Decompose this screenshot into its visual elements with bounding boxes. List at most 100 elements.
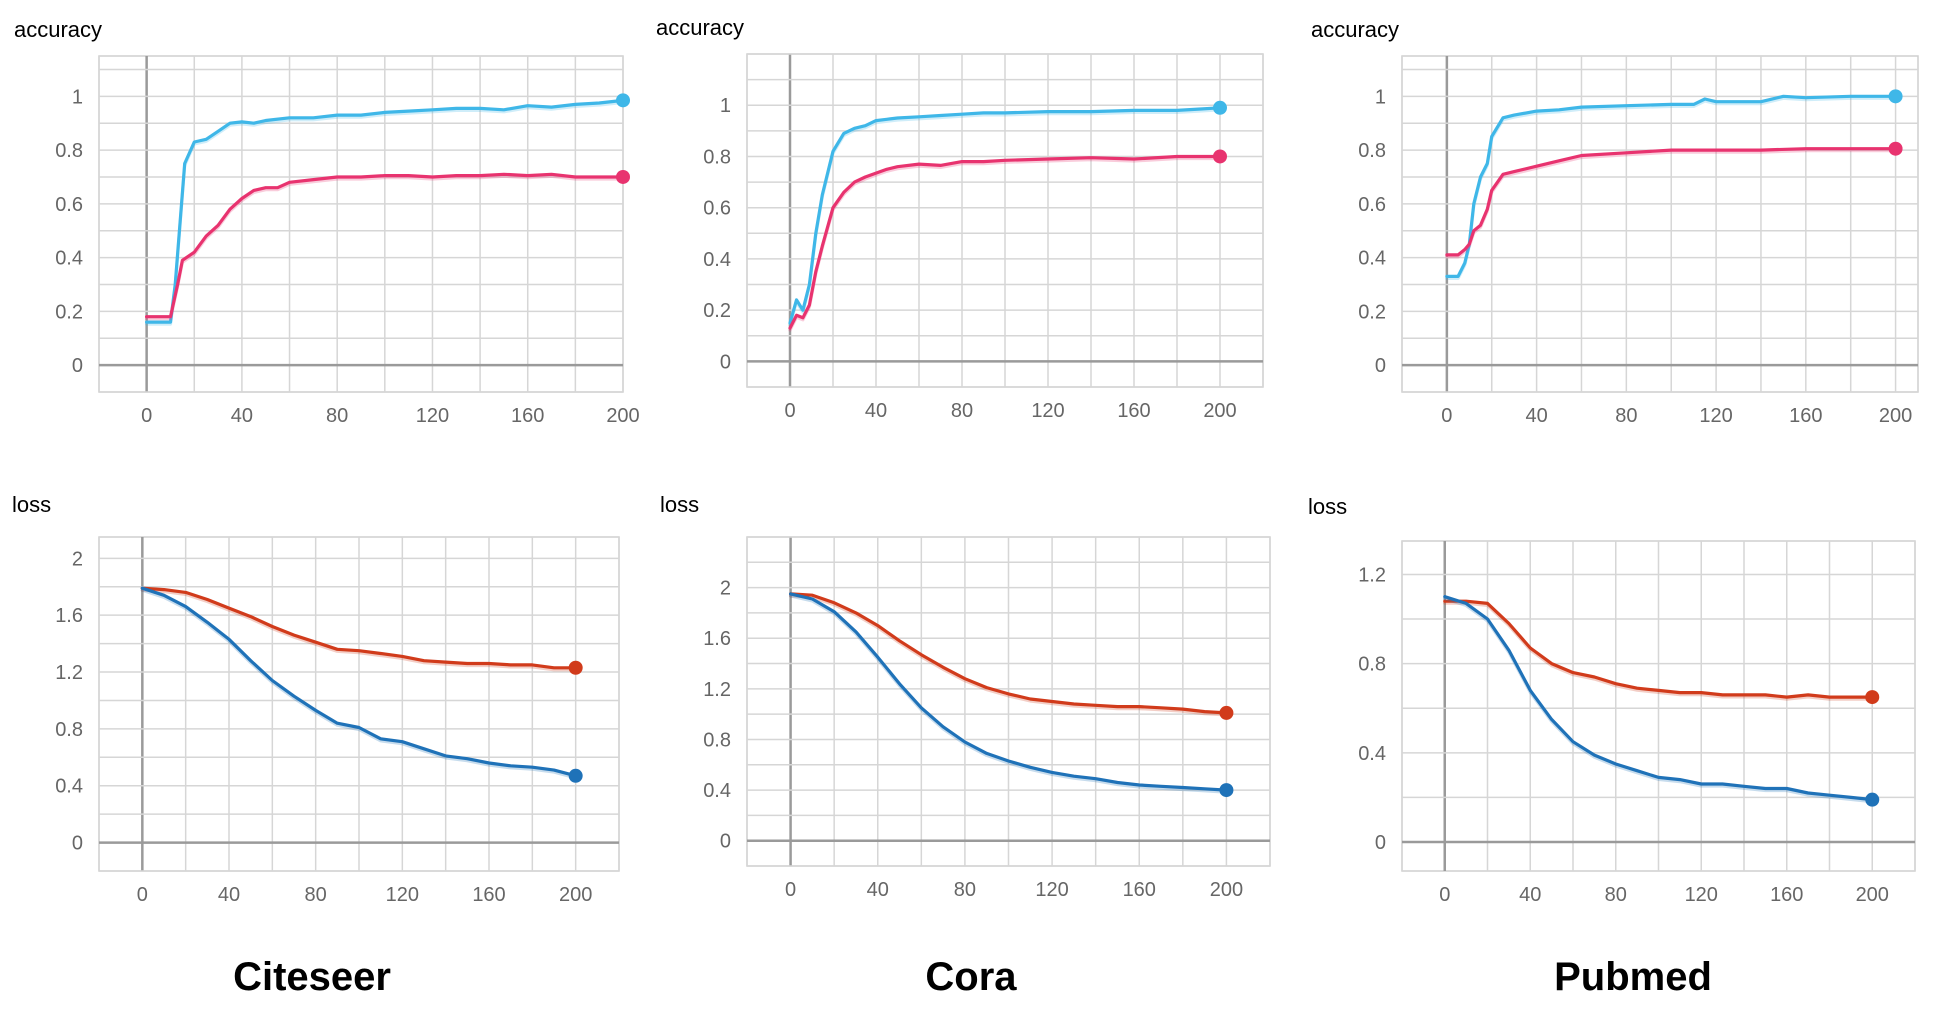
x-tick-label: 200	[1879, 405, 1912, 427]
dataset-label-citeseer: Citeseer	[233, 955, 391, 999]
x-tick-label: 120	[1035, 879, 1068, 901]
series-end-marker	[1213, 149, 1227, 164]
y-tick-label: 0.2	[703, 300, 731, 322]
x-tick-label: 40	[218, 884, 240, 906]
x-tick-label: 0	[141, 405, 152, 427]
series-line-1	[788, 106, 1222, 325]
dataset-label-pubmed: Pubmed	[1554, 955, 1712, 999]
x-tick-label: 80	[954, 879, 976, 901]
y-tick-label: 0.4	[703, 249, 731, 271]
series-line-1	[788, 592, 1229, 715]
x-tick-label: 200	[606, 405, 639, 427]
y-tick-label: 0.8	[55, 140, 83, 162]
chart-panel-loss-citeseer: 0 0.4 0.8 1.2 1.6 2 0 40 80 120 160 200 loss	[12, 492, 620, 906]
x-tick-label: 40	[1519, 884, 1541, 906]
series-end-marker	[1219, 705, 1234, 720]
y-axis-label: loss	[12, 492, 51, 517]
series-raw-shadow	[788, 594, 1229, 717]
x-tick-label: 160	[511, 405, 544, 427]
y-tick-label: 1.6	[703, 628, 731, 650]
series-end-marker	[616, 169, 630, 184]
y-tick-label: 0.4	[1358, 743, 1386, 765]
y-axis-label: loss	[660, 492, 699, 517]
x-tick-label: 160	[1770, 884, 1803, 906]
series-end-marker	[568, 768, 583, 783]
x-tick-label: 80	[1605, 884, 1627, 906]
series-line-2	[145, 172, 625, 319]
y-tick-label: 1	[1375, 86, 1386, 108]
x-tick-label: 160	[1117, 400, 1150, 422]
y-tick-label: 0	[1375, 355, 1386, 377]
series-line-1	[1445, 94, 1898, 278]
y-tick-label: 1.6	[55, 605, 83, 627]
series-line-2	[788, 154, 1222, 330]
y-tick-label: 0.8	[703, 729, 731, 751]
series-line-2	[1443, 595, 1874, 802]
x-tick-label: 160	[1123, 879, 1156, 901]
y-tick-label: 0	[72, 355, 83, 377]
y-tick-label: 0.4	[55, 248, 83, 270]
series-end-marker	[1219, 783, 1234, 798]
x-tick-label: 0	[137, 884, 148, 906]
y-tick-label: 1.2	[55, 662, 83, 684]
y-tick-label: 0	[720, 831, 731, 853]
x-tick-label: 200	[1856, 884, 1889, 906]
series-raw-shadow	[140, 588, 578, 672]
y-tick-label: 0.4	[55, 776, 83, 798]
y-tick-label: 2	[720, 578, 731, 600]
x-tick-label: 0	[785, 879, 796, 901]
x-tick-label: 120	[416, 405, 449, 427]
y-tick-label: 2	[72, 548, 83, 570]
x-tick-label: 200	[1203, 400, 1236, 422]
y-tick-label: 1.2	[703, 679, 731, 701]
series-line-1	[1443, 599, 1874, 699]
y-tick-label: 0.6	[1358, 194, 1386, 216]
y-tick-label: 0.8	[703, 146, 731, 168]
x-tick-label: 40	[865, 400, 887, 422]
y-tick-label: 0.4	[703, 780, 731, 802]
y-axis-label: accuracy	[656, 15, 744, 40]
series-end-marker	[616, 93, 630, 108]
dataset-label-cora: Cora	[925, 955, 1017, 999]
chart-panel-accuracy-pubmed: 0 0.2 0.4 0.6 0.8 1 0 40 80 120 160 200 accuracy	[1311, 17, 1919, 427]
x-tick-label: 0	[1439, 884, 1450, 906]
x-tick-label: 80	[951, 400, 973, 422]
x-tick-label: 80	[1615, 405, 1637, 427]
x-tick-label: 120	[1699, 405, 1732, 427]
series-line-2	[1445, 147, 1898, 257]
chart-panel-accuracy-cora: 0 0.2 0.4 0.6 0.8 1 0 40 80 120 160 200 accuracy	[656, 15, 1264, 422]
x-tick-label: 0	[1441, 405, 1452, 427]
series-end-marker	[1888, 141, 1903, 156]
y-tick-label: 0.6	[55, 194, 83, 216]
y-tick-label: 0.8	[55, 719, 83, 741]
y-tick-label: 0.2	[55, 301, 83, 323]
x-tick-label: 40	[231, 405, 253, 427]
x-tick-label: 40	[867, 879, 889, 901]
x-tick-label: 80	[326, 405, 348, 427]
series-line-1	[145, 98, 625, 324]
y-tick-label: 0.6	[703, 198, 731, 220]
y-axis-label: loss	[1308, 494, 1347, 519]
y-tick-label: 1	[72, 86, 83, 108]
series-end-marker	[1865, 690, 1880, 705]
y-axis-label: accuracy	[14, 17, 102, 42]
y-tick-label: 1	[720, 95, 731, 117]
y-tick-label: 0.8	[1358, 140, 1386, 162]
y-tick-label: 1.2	[1358, 564, 1386, 586]
series-end-marker	[568, 660, 583, 675]
series-end-marker	[1865, 792, 1880, 807]
x-tick-label: 0	[784, 400, 795, 422]
series-end-marker	[1213, 100, 1227, 115]
x-tick-label: 80	[305, 884, 327, 906]
y-tick-label: 0.4	[1358, 248, 1386, 270]
chart-panel-loss-cora: 0 0.4 0.8 1.2 1.6 2 0 40 80 120 160 200 loss	[660, 492, 1271, 901]
y-tick-label: 0	[72, 833, 83, 855]
x-tick-label: 120	[386, 884, 419, 906]
y-axis-label: accuracy	[1311, 17, 1399, 42]
y-tick-label: 0	[1375, 832, 1386, 854]
x-tick-label: 120	[1031, 400, 1064, 422]
y-tick-label: 0	[720, 351, 731, 373]
chart-panel-loss-pubmed: 0 0.4 0.8 1.2 0 40 80 120 160 200 loss	[1308, 494, 1916, 906]
